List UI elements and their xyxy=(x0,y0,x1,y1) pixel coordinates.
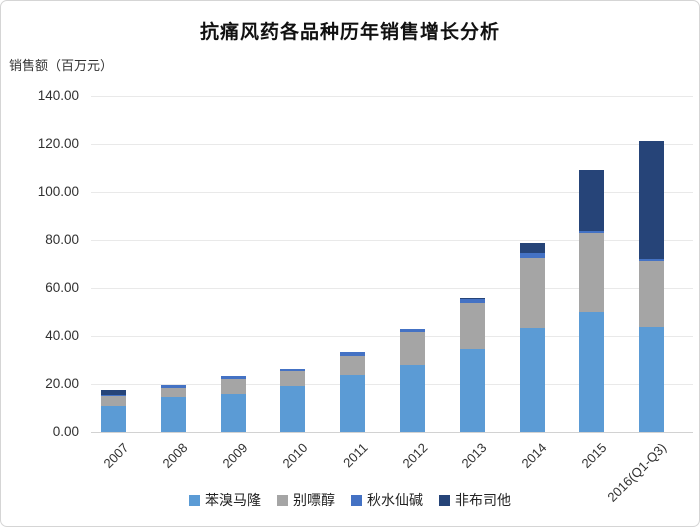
legend-label: 秋水仙碱 xyxy=(367,492,423,508)
bar-segment xyxy=(639,326,665,432)
bar-2012 xyxy=(400,329,425,432)
bar-2008 xyxy=(160,384,186,432)
x-axis-label: 2015 xyxy=(578,440,610,472)
gridline xyxy=(91,96,693,97)
gridline xyxy=(91,288,693,289)
bar-segment xyxy=(579,170,605,232)
gridline xyxy=(91,384,693,385)
bar-segment xyxy=(459,298,485,300)
bar-segment xyxy=(579,233,605,312)
bar-segment xyxy=(519,242,545,253)
y-axis-tick: 20.00 xyxy=(45,376,79,391)
bar-segment xyxy=(400,331,425,366)
bar-segment xyxy=(280,385,306,432)
bar-segment xyxy=(639,140,665,259)
bar-2007 xyxy=(101,390,126,432)
x-axis-label: 2009 xyxy=(219,440,251,472)
y-axis-title: 销售额（百万元） xyxy=(9,58,114,73)
bar-segment xyxy=(519,258,545,329)
legend-item: 别嘌醇 xyxy=(277,490,335,510)
bar-segment xyxy=(280,370,306,386)
legend-item: 秋水仙碱 xyxy=(351,490,423,510)
legend-item: 非布司他 xyxy=(439,490,511,510)
bar-2009 xyxy=(220,376,246,432)
bar-2010 xyxy=(280,368,306,432)
bar-2016(Q1-Q3) xyxy=(639,140,665,432)
y-axis-tick: 0.00 xyxy=(52,424,79,439)
bar-segment xyxy=(220,394,246,432)
y-axis-tick: 120.00 xyxy=(37,136,79,151)
bar-segment xyxy=(400,329,425,332)
x-axis-label: 2011 xyxy=(339,440,371,471)
x-axis-label: 2010 xyxy=(279,440,311,472)
gridline xyxy=(91,192,693,193)
bar-segment xyxy=(519,252,545,259)
bar-segment xyxy=(639,260,665,327)
bar-segment xyxy=(220,376,246,379)
bar-segment xyxy=(160,396,186,432)
bar-segment xyxy=(400,365,425,432)
bar-segment xyxy=(459,348,485,432)
bar-segment xyxy=(579,231,605,234)
bar-segment xyxy=(101,396,126,407)
bar-segment xyxy=(459,302,485,349)
bar-segment xyxy=(519,328,545,432)
y-axis-tick: 60.00 xyxy=(45,280,79,295)
legend-swatch-icon xyxy=(277,494,288,506)
x-axis-label: 2014 xyxy=(518,440,550,472)
bar-segment xyxy=(220,378,246,395)
bar-segment xyxy=(340,355,366,375)
bar-segment xyxy=(160,387,186,397)
y-axis-tick: 40.00 xyxy=(45,328,79,343)
legend-label: 别嘌醇 xyxy=(293,492,335,508)
x-axis-label: 2012 xyxy=(399,440,431,472)
bar-2011 xyxy=(340,352,366,432)
legend-swatch-icon xyxy=(439,494,450,506)
x-axis-label: 2013 xyxy=(458,440,490,472)
legend-swatch-icon xyxy=(351,494,362,506)
gridline xyxy=(91,432,693,433)
chart-title: 抗痛风药各品种历年销售增长分析 xyxy=(199,22,500,43)
legend-item: 苯溴马隆 xyxy=(189,490,261,510)
bar-2013 xyxy=(459,298,485,432)
legend-label: 苯溴马隆 xyxy=(205,492,261,508)
legend-swatch-icon xyxy=(189,494,200,506)
x-axis-label: 2007 xyxy=(100,440,132,472)
legend-label: 非布司他 xyxy=(455,492,511,508)
bar-segment xyxy=(280,368,306,371)
bar-segment xyxy=(579,312,605,432)
y-axis-tick: 140.00 xyxy=(37,88,79,103)
y-axis-tick: 100.00 xyxy=(37,184,79,199)
x-axis-label: 2008 xyxy=(159,440,191,472)
y-axis-tick: 80.00 xyxy=(45,232,79,247)
bar-segment xyxy=(340,352,366,356)
bar-segment xyxy=(459,299,485,303)
gridline xyxy=(91,336,693,337)
bar-segment xyxy=(639,258,665,261)
bar-segment xyxy=(340,374,366,432)
bar-2014 xyxy=(519,242,545,432)
gridline xyxy=(91,144,693,145)
bar-2015 xyxy=(579,170,605,432)
bar-segment xyxy=(160,384,186,388)
gridline xyxy=(91,240,693,241)
bar-segment xyxy=(101,390,126,396)
bar-segment xyxy=(101,406,126,432)
legend: 苯溴马隆 别嘌醇 秋水仙碱 非布司他 xyxy=(1,490,699,510)
bar-segment xyxy=(101,395,126,397)
